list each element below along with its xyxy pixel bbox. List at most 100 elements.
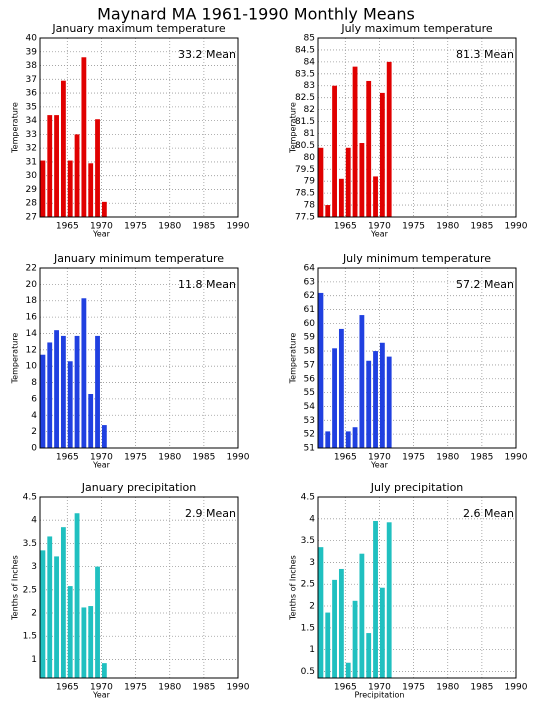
chart-title: January maximum temperature <box>51 22 225 35</box>
y-tick-label: 79.5 <box>295 165 315 175</box>
bar <box>88 606 94 678</box>
chart-title: July maximum temperature <box>340 22 493 35</box>
x-tick-label: 1985 <box>470 453 493 463</box>
y-axis-label: Temperature <box>11 333 20 385</box>
y-axis-label: Temperature <box>11 102 20 154</box>
bar <box>352 427 358 448</box>
y-tick-label: 3 <box>31 562 37 572</box>
bar <box>67 361 73 448</box>
bar <box>101 425 107 448</box>
y-tick-label: 84 <box>304 57 316 67</box>
y-tick-label: 84.5 <box>295 45 315 55</box>
y-tick-label: 36 <box>26 89 38 99</box>
bar <box>366 80 372 218</box>
y-tick-label: 58 <box>304 347 316 357</box>
x-tick-label: 1990 <box>505 453 528 463</box>
x-tick-label: 1990 <box>505 683 528 693</box>
bar <box>54 115 59 217</box>
bar <box>345 147 351 217</box>
y-tick-label: 22 <box>26 264 37 274</box>
bar <box>332 85 337 217</box>
bar <box>47 536 53 678</box>
bar <box>74 335 80 448</box>
bar <box>95 566 100 678</box>
mean-annotation: 57.2 Mean <box>456 278 514 291</box>
x-tick-label: 1975 <box>124 683 147 693</box>
chart: 1 1.5 2 2.5 3 3.5 4 4.5 1965 1970 1975 1980 1985 1990… <box>11 481 250 700</box>
chart-title: January precipitation <box>81 481 197 494</box>
bar <box>325 205 331 217</box>
y-tick-label: 2.5 <box>23 585 37 595</box>
bar <box>60 80 66 217</box>
y-tick-label: 18 <box>26 296 38 306</box>
x-tick-label: 1975 <box>402 683 425 693</box>
x-tick-label: 1965 <box>56 683 79 693</box>
x-axis-label: Precipitation <box>354 691 404 700</box>
y-tick-label: 1.5 <box>23 632 37 642</box>
bar <box>47 115 53 217</box>
x-tick-label: 1965 <box>334 683 357 693</box>
x-tick-label: 1985 <box>192 222 215 232</box>
bar <box>352 600 358 678</box>
y-tick-label: 62 <box>304 291 315 301</box>
x-tick-label: 1985 <box>192 453 215 463</box>
x-axis-label: Year <box>92 461 111 470</box>
x-tick-label: 1990 <box>227 683 250 693</box>
bar <box>379 342 385 448</box>
y-tick-label: 63 <box>304 277 315 287</box>
y-tick-label: 4.5 <box>301 493 315 503</box>
x-tick-label: 1965 <box>56 222 79 232</box>
y-tick-label: 4.5 <box>23 493 37 503</box>
bar <box>366 633 372 678</box>
y-tick-label: 82.5 <box>295 93 315 103</box>
x-tick-label: 1965 <box>56 453 79 463</box>
y-tick-label: 2 <box>31 609 37 619</box>
y-tick-label: 3.5 <box>23 539 37 549</box>
y-tick-label: 1.5 <box>301 623 315 633</box>
y-tick-label: 27 <box>26 213 37 223</box>
y-tick-label: 4 <box>31 411 37 421</box>
x-axis-label: Year <box>370 461 389 470</box>
x-tick-label: 1990 <box>505 222 528 232</box>
bar <box>352 66 358 217</box>
plot-frame <box>39 267 239 449</box>
y-tick-label: 2.5 <box>301 580 315 590</box>
chart: 0.5 1 1.5 2 2.5 3 3.5 4 4.5 1965 1970 1975 1980 1985 1… <box>289 481 528 700</box>
y-tick-label: 52 <box>304 430 315 440</box>
y-tick-label: 53 <box>304 416 315 426</box>
y-tick-label: 35 <box>26 102 37 112</box>
figure-title: Maynard MA 1961-1990 Monthly Means <box>97 5 415 24</box>
bar <box>318 147 324 217</box>
y-axis-label: Temperature <box>289 333 298 385</box>
y-tick-label: 3 <box>309 558 315 568</box>
y-tick-label: 39 <box>26 47 38 57</box>
y-tick-label: 4 <box>309 514 315 524</box>
y-tick-label: 34 <box>26 116 38 126</box>
x-tick-label: 1985 <box>470 222 493 232</box>
y-tick-label: 81 <box>304 129 315 139</box>
y-tick-label: 14 <box>26 329 38 339</box>
bar <box>318 547 324 678</box>
x-tick-label: 1970 <box>90 222 113 232</box>
y-tick-label: 2 <box>31 427 37 437</box>
y-tick-label: 28 <box>26 199 38 209</box>
chart-title: July minimum temperature <box>342 252 491 265</box>
x-tick-label: 1965 <box>334 222 357 232</box>
bar <box>386 356 392 448</box>
bar <box>101 663 107 678</box>
mean-annotation: 2.6 Mean <box>463 507 514 520</box>
mean-annotation: 81.3 Mean <box>456 48 514 61</box>
y-tick-label: 33 <box>26 130 37 140</box>
y-tick-label: 82 <box>304 105 315 115</box>
bar <box>338 568 344 678</box>
y-tick-label: 0.5 <box>301 667 315 677</box>
bar <box>359 143 365 217</box>
bar <box>60 335 66 448</box>
y-tick-label: 78 <box>304 201 316 211</box>
y-axis-label: Tenths of Inches <box>289 555 298 621</box>
bar <box>95 119 100 217</box>
bar <box>81 607 87 678</box>
x-tick-label: 1980 <box>158 453 181 463</box>
x-axis-label: Year <box>92 230 111 239</box>
